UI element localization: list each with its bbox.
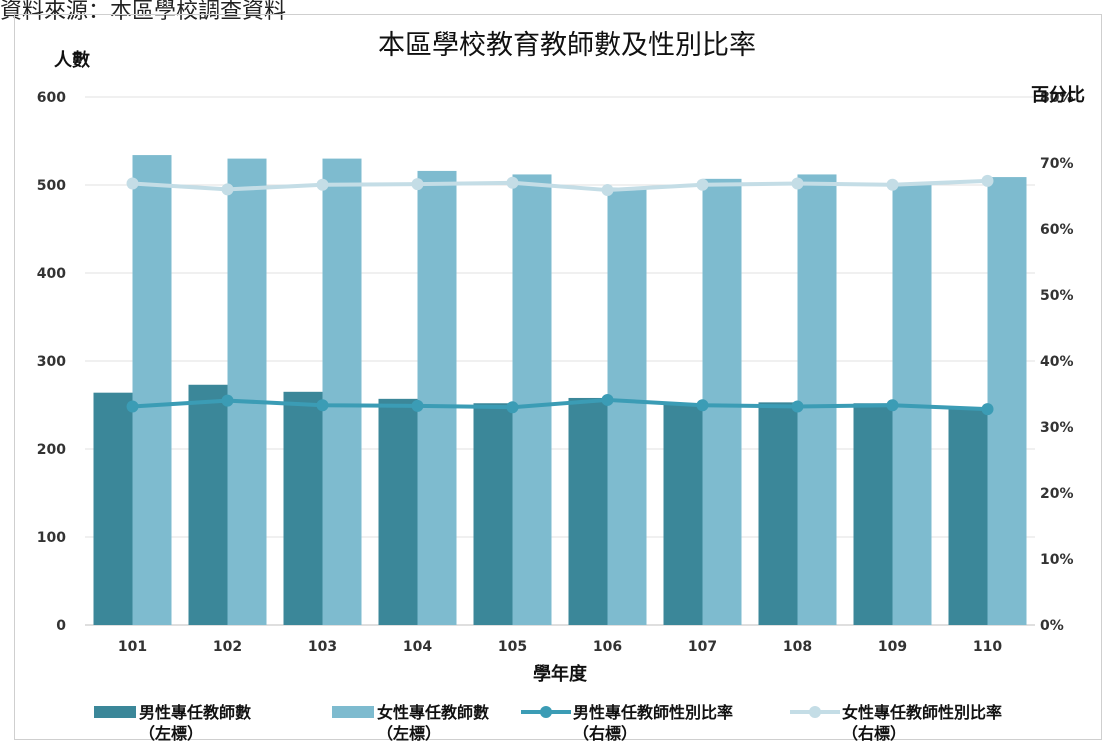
bar-female	[607, 187, 647, 625]
point-female-ratio	[601, 184, 614, 197]
x-tick-label: 107	[688, 639, 717, 655]
y-right-tick-label: 20%	[1040, 486, 1074, 502]
caption-fragment: 資料來源：本區學校調查資料	[0, 0, 287, 24]
bar-female	[322, 158, 362, 625]
bar-female	[797, 174, 837, 625]
y-right-tick-label: 50%	[1040, 288, 1074, 304]
point-male-ratio	[791, 400, 804, 413]
legend-label: 女性專任教師數	[377, 703, 489, 722]
point-female-ratio	[316, 178, 329, 191]
y-left-label: 人數	[54, 50, 90, 71]
x-tick-label: 104	[403, 639, 432, 655]
bar-male	[758, 402, 798, 625]
bars	[93, 155, 1027, 626]
bar-male	[663, 403, 703, 625]
line-male-ratio	[132, 397, 988, 412]
y-right-tick-label: 60%	[1040, 222, 1074, 238]
bar-female	[132, 155, 172, 625]
x-tick-label: 108	[783, 639, 812, 655]
chart-title: 本區學校教育教師數及性別比率	[378, 30, 756, 61]
y-right-tick-label: 10%	[1040, 552, 1074, 568]
legend: 男性專任教師數 （左標） 女性專任教師數 （左標） 男性專任教師性別比率 （右標） 女性專任…	[94, 703, 1002, 743]
legend-label: 男性專任教師數	[139, 703, 251, 722]
x-tick-label: 102	[213, 639, 242, 655]
y-left-tick-label: 600	[37, 90, 66, 106]
y-right-tick-label: 70%	[1040, 156, 1074, 172]
legend-sub: （右標）	[842, 724, 906, 743]
point-male-ratio	[316, 399, 329, 412]
y-left-tick-label: 400	[37, 266, 66, 282]
bar-female	[987, 177, 1027, 625]
x-axis-label: 學年度	[533, 663, 588, 685]
lines	[126, 174, 994, 416]
y-left-tick-label: 100	[37, 530, 66, 546]
point-female-ratio	[411, 178, 424, 191]
x-tick-label: 110	[973, 639, 1002, 655]
point-male-ratio	[981, 403, 994, 416]
point-male-ratio	[506, 401, 519, 414]
legend-swatch	[94, 706, 136, 718]
y-left-tick-label: 200	[37, 442, 66, 458]
x-tick-label: 109	[878, 639, 907, 655]
point-female-ratio	[981, 174, 994, 187]
bar-male	[188, 384, 228, 625]
point-female-ratio	[506, 176, 519, 189]
y-right-tick-label: 80%	[1040, 90, 1074, 106]
y-right-label: 百分比	[1031, 85, 1085, 106]
legend-label: 女性專任教師性別比率	[842, 703, 1002, 722]
legend-swatch	[332, 706, 374, 718]
legend-sub: （左標）	[139, 724, 203, 743]
bar-male	[568, 397, 608, 625]
y-right-tick-label: 0%	[1040, 618, 1064, 634]
point-female-ratio	[886, 178, 899, 191]
x-tick-label: 105	[498, 639, 527, 655]
bar-female	[702, 178, 742, 625]
point-female-ratio	[791, 177, 804, 190]
bar-male	[853, 403, 893, 625]
bar-male	[283, 391, 323, 625]
y-left-tick-label: 300	[37, 354, 66, 370]
bar-male	[378, 398, 418, 625]
y-left-tick-label: 500	[37, 178, 66, 194]
line-female-ratio	[132, 178, 988, 193]
legend-swatch-marker	[540, 706, 552, 718]
axes: 0 100 200 300 400 500 600 0% 10% 20% 30% 40% 50% 60% 7…	[37, 90, 1074, 655]
x-tick-label: 101	[118, 639, 147, 655]
chart-frame	[14, 14, 1102, 740]
bar-male	[93, 392, 133, 625]
point-female-ratio	[221, 183, 234, 196]
y-right-tick-label: 40%	[1040, 354, 1074, 370]
point-male-ratio	[411, 399, 424, 412]
y-left-tick-label: 0	[56, 618, 66, 634]
bar-female	[512, 174, 552, 625]
legend-label: 男性專任教師性別比率	[573, 703, 733, 722]
point-male-ratio	[696, 399, 709, 412]
point-female-ratio	[126, 177, 139, 190]
point-male-ratio	[126, 400, 139, 413]
bar-female	[227, 158, 267, 625]
legend-sub: （左標）	[377, 724, 441, 743]
x-tick-label: 106	[593, 639, 622, 655]
y-right-tick-label: 30%	[1040, 420, 1074, 436]
bar-male	[948, 409, 988, 625]
legend-sub: （右標）	[573, 724, 637, 743]
bar-female	[417, 170, 457, 626]
point-male-ratio	[221, 394, 234, 407]
x-tick-label: 103	[308, 639, 337, 655]
point-male-ratio	[601, 393, 614, 406]
point-female-ratio	[696, 178, 709, 191]
legend-swatch-marker	[809, 706, 821, 718]
point-male-ratio	[886, 399, 899, 412]
bar-male	[473, 403, 513, 625]
